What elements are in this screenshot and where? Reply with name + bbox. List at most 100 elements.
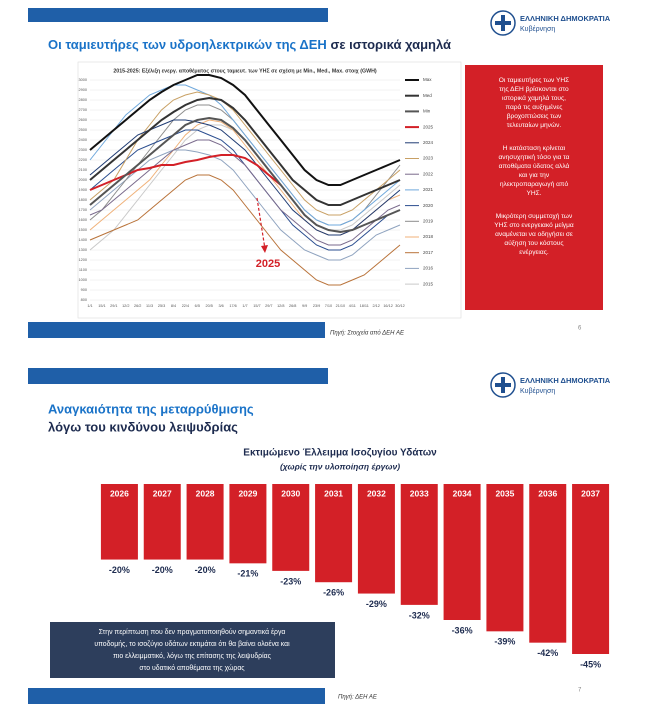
legend-label: 2024 — [423, 140, 434, 145]
y-tick-label: 1600 — [79, 218, 87, 222]
logo-subtitle: Κυβέρνηση — [520, 25, 555, 33]
legend-label: 2018 — [423, 234, 434, 239]
sidebar-line: ενέργειας. — [519, 248, 549, 256]
bar-chart-title: Εκτιμώμενο Έλλειμμα Ισοζυγίου Υδάτων — [243, 448, 437, 459]
value-label: -23% — [280, 576, 301, 586]
y-tick-label: 1100 — [79, 268, 87, 272]
value-label: -20% — [109, 565, 130, 575]
legend-label: Med — [423, 93, 432, 98]
legend-label: 2019 — [423, 218, 434, 223]
category-label: 2037 — [581, 488, 600, 498]
x-tick-label: 4/11 — [349, 304, 356, 308]
x-tick-label: 17/6 — [229, 304, 236, 308]
x-tick-label: 3/6 — [219, 304, 224, 308]
value-label: -36% — [452, 625, 473, 635]
sidebar-box — [465, 65, 603, 310]
sidebar-line: ανησυχητική τόσο για τα — [498, 153, 569, 161]
y-tick-label: 1800 — [79, 198, 87, 202]
footer-bar — [28, 688, 325, 704]
sidebar-line: βροχοπτώσεις των — [507, 112, 562, 120]
note-line: υποδομής, το ισοζύγιο υδάτων εκτιμάται ό… — [94, 640, 290, 648]
x-tick-label: 26/8 — [289, 304, 296, 308]
logo-name: ΕΛΛΗΝΙΚΗ ΔΗΜΟΚΡΑΤΙΑ — [520, 376, 611, 385]
x-tick-label: 6/5 — [195, 304, 200, 308]
value-label: -29% — [366, 599, 387, 609]
y-tick-label: 1400 — [79, 238, 87, 242]
x-tick-label: 7/10 — [325, 304, 332, 308]
category-label: 2030 — [281, 488, 300, 498]
x-tick-label: 29/1 — [110, 304, 117, 308]
value-label: -39% — [494, 637, 515, 647]
y-tick-label: 2400 — [79, 138, 87, 142]
y-tick-label: 1000 — [79, 278, 87, 282]
sidebar-line: Μικρότερη συμμετοχή των — [496, 212, 573, 220]
value-label: -26% — [323, 588, 344, 598]
series-line — [89, 149, 401, 261]
x-tick-label: 1/7 — [242, 304, 247, 308]
logo-subtitle: Κυβέρνηση — [520, 387, 555, 395]
series-line — [89, 91, 401, 216]
sidebar-line: Η κατάσταση κρίνεται — [503, 144, 566, 152]
x-tick-label: 21/10 — [336, 304, 346, 308]
header-bar — [28, 8, 328, 22]
bar-chart: 2026 -20% 2027 -20% 2028 -20% 2029 -21% 2030 -23%… — [100, 484, 610, 669]
legend-label: Max — [423, 77, 432, 82]
line-chart: 2015-2025: Εξέλιξη ενεργ. αποθέματος στο… — [79, 68, 434, 308]
x-tick-label: 29/7 — [265, 304, 272, 308]
legend-label: 2022 — [423, 171, 434, 176]
y-tick-label: 2800 — [79, 98, 87, 102]
sidebar-line: και για την — [519, 172, 550, 179]
sidebar-line: τελευταίων μηνών. — [507, 121, 562, 129]
series-line — [89, 139, 401, 246]
y-tick-label: 2300 — [79, 148, 87, 152]
sidebar-line: ΥΗΣ στο ενεργειακό μείγμα — [494, 221, 574, 229]
page-number: 7 — [578, 688, 582, 694]
legend-label: 2020 — [423, 203, 434, 208]
bar — [272, 484, 310, 571]
bar — [100, 484, 138, 560]
bar — [143, 484, 181, 560]
value-label: -45% — [580, 659, 601, 669]
bar — [400, 484, 438, 605]
logo: ΕΛΛΗΝΙΚΗ ΔΗΜΟΚΡΑΤΙΑ Κυβέρνηση — [490, 372, 611, 398]
x-tick-label: 11/3 — [146, 304, 153, 308]
y-tick-label: 1200 — [79, 258, 87, 262]
category-label: 2026 — [110, 488, 129, 498]
x-tick-label: 12/8 — [277, 304, 284, 308]
sidebar-line: Οι ταμιευτήρες των ΥΗΣ — [499, 77, 569, 84]
sidebar-line: παρά τις αυξημένες — [506, 103, 563, 111]
value-label: -20% — [195, 565, 216, 575]
series-line — [89, 116, 401, 234]
y-tick-label: 2700 — [79, 108, 87, 112]
sidebar-line: της ΔΕΗ βρίσκονται στο — [499, 85, 569, 93]
category-label: 2035 — [495, 488, 514, 498]
title-emphasis: σε ιστορικά χαμηλά — [330, 37, 451, 52]
bar — [315, 484, 353, 583]
note-line: Στην περίπτωση που δεν πραγματοποιηθούν … — [99, 628, 286, 636]
sidebar-line: αποθέματα ύδατος αλλά — [499, 162, 570, 170]
y-tick-label: 1700 — [79, 208, 87, 212]
note-line: πιο ελλειμματικό, λόγω της επίτασης της … — [113, 652, 272, 660]
legend-label: 2016 — [423, 266, 434, 271]
category-label: 2034 — [453, 488, 472, 498]
logo-cross — [501, 15, 505, 31]
x-tick-label: 9/9 — [302, 304, 307, 308]
y-tick-label: 2200 — [79, 158, 87, 162]
x-tick-label: 22/4 — [182, 304, 189, 308]
bar — [186, 484, 224, 560]
x-tick-label: 20/5 — [206, 304, 213, 308]
bar — [572, 484, 610, 654]
series-line — [89, 96, 401, 206]
footer-bar — [28, 322, 325, 338]
category-label: 2029 — [238, 488, 257, 498]
sidebar-line: αύξηση του κόστους — [504, 239, 563, 247]
x-tick-label: 23/9 — [313, 304, 320, 308]
value-label: -32% — [409, 610, 430, 620]
logo-cross — [501, 377, 505, 393]
series-line — [89, 154, 282, 191]
series-line — [89, 74, 401, 186]
y-tick-label: 2600 — [79, 118, 87, 122]
series-line — [89, 84, 401, 226]
legend-label: 2025 — [423, 124, 434, 129]
bar-chart-subtitle: (χωρίς την υλοποίηση έργων) — [280, 461, 400, 471]
